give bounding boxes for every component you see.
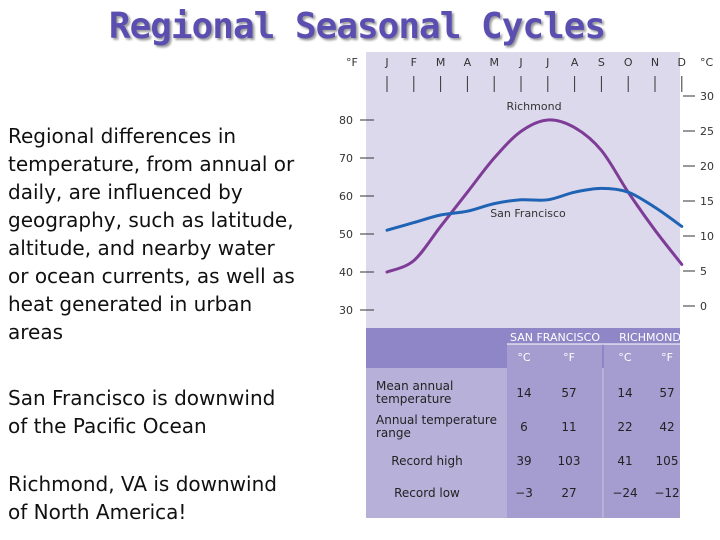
right-tick-label: 0 bbox=[700, 300, 707, 313]
table-group-header: RICHMOND bbox=[619, 331, 681, 344]
table-cell: 105 bbox=[656, 454, 679, 468]
month-label: O bbox=[624, 56, 633, 69]
table-row-label: range bbox=[376, 426, 411, 440]
month-label: A bbox=[464, 56, 472, 69]
left-tick-label: 30 bbox=[339, 304, 353, 317]
left-tick-label: 60 bbox=[339, 190, 353, 203]
right-tick-label: 5 bbox=[700, 265, 707, 278]
month-label: J bbox=[545, 56, 549, 69]
left-tick-label: 80 bbox=[339, 114, 353, 127]
table-sf-column bbox=[507, 344, 602, 518]
table-group-header: SAN FRANCISCO bbox=[510, 331, 600, 344]
table-cell: −24 bbox=[612, 486, 637, 500]
table-row-label: Record low bbox=[394, 486, 460, 500]
san-francisco-note: San Francisco is downwind of the Pacific… bbox=[8, 386, 276, 438]
table-cell: 41 bbox=[617, 454, 632, 468]
chart-plot-area bbox=[366, 52, 680, 328]
month-label: J bbox=[518, 56, 522, 69]
table-cell: 27 bbox=[561, 486, 576, 500]
right-tick-label: 20 bbox=[700, 160, 714, 173]
intro-paragraph: Regional differences in temperature, fro… bbox=[8, 124, 295, 344]
right-axis-label: °C bbox=[700, 56, 714, 69]
table-row-label: Record high bbox=[391, 454, 462, 468]
table-cell: 103 bbox=[558, 454, 581, 468]
table-unit-header: °F bbox=[661, 351, 673, 364]
richmond-note: Richmond, VA is downwind of North Americ… bbox=[8, 472, 277, 524]
table-cell: 57 bbox=[561, 386, 576, 400]
month-label: M bbox=[436, 56, 446, 69]
month-label: D bbox=[678, 56, 686, 69]
slide-title: Regional Seasonal Cycles bbox=[108, 6, 606, 47]
month-label: J bbox=[384, 56, 388, 69]
table-cell: 14 bbox=[617, 386, 632, 400]
table-cell: 6 bbox=[520, 420, 528, 434]
series-label: San Francisco bbox=[490, 207, 566, 220]
table-cell: 22 bbox=[617, 420, 632, 434]
table-unit-header: °C bbox=[618, 351, 632, 364]
table-row-label: Annual temperature bbox=[376, 413, 497, 427]
table-richmond-column bbox=[604, 344, 680, 518]
table-cell: 39 bbox=[516, 454, 531, 468]
table-cell: 42 bbox=[659, 420, 674, 434]
table-cell: −12 bbox=[654, 486, 679, 500]
left-tick-label: 50 bbox=[339, 228, 353, 241]
series-line-san-francisco bbox=[385, 186, 684, 232]
right-tick-label: 30 bbox=[700, 90, 714, 103]
table-unit-header: °C bbox=[517, 351, 531, 364]
month-label: M bbox=[489, 56, 499, 69]
month-label: A bbox=[571, 56, 579, 69]
left-tick-label: 40 bbox=[339, 266, 353, 279]
right-tick-label: 10 bbox=[700, 230, 714, 243]
table-cell: −3 bbox=[515, 486, 533, 500]
table-row-label: temperature bbox=[376, 392, 451, 406]
series-label: Richmond bbox=[506, 100, 561, 113]
table-cell: 11 bbox=[561, 420, 576, 434]
series-line-richmond bbox=[385, 118, 684, 274]
left-tick-label: 70 bbox=[339, 152, 353, 165]
table-row-label: Mean annual bbox=[376, 379, 453, 393]
month-label: F bbox=[411, 56, 417, 69]
table-unit-header: °F bbox=[563, 351, 575, 364]
right-tick-label: 25 bbox=[700, 125, 714, 138]
table-cell: 14 bbox=[516, 386, 531, 400]
table-cell: 57 bbox=[659, 386, 674, 400]
month-label: S bbox=[598, 56, 605, 69]
month-label: N bbox=[651, 56, 659, 69]
left-axis-label: °F bbox=[346, 56, 358, 69]
right-tick-label: 15 bbox=[700, 195, 714, 208]
